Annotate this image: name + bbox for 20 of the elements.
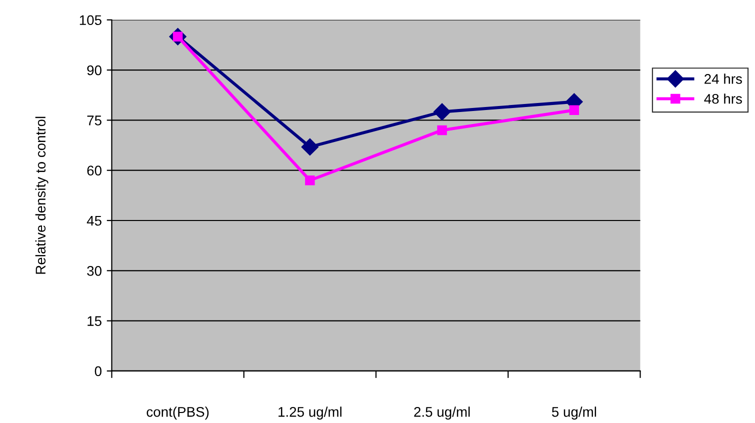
x-tick-label: cont(PBS) (146, 406, 209, 420)
point (569, 105, 580, 116)
y-tick-label: 0 (94, 366, 102, 376)
y-tick-label: 15 (88, 316, 102, 326)
point (301, 138, 318, 156)
y-tick-label: 90 (87, 65, 102, 76)
y-axis-title: Relative density to control (35, 116, 48, 274)
y-tick-label: 105 (80, 15, 102, 26)
point (305, 176, 315, 186)
legend-label: 48 hrs (704, 94, 742, 104)
x-tick-label: 5 ug/ml (552, 406, 596, 420)
legend-label: 24 hrs (704, 74, 742, 84)
point (437, 125, 447, 136)
y-tick-label: 60 (87, 166, 102, 176)
y-tick-label: 30 (87, 266, 102, 276)
y-tick-label: 45 (86, 216, 102, 226)
x-tick-label: 2.5 ug/ml (414, 406, 470, 420)
point (434, 103, 451, 120)
x-tick-label: 1.25 ug/ml (278, 406, 342, 420)
y-tick-label: 75 (87, 116, 102, 126)
